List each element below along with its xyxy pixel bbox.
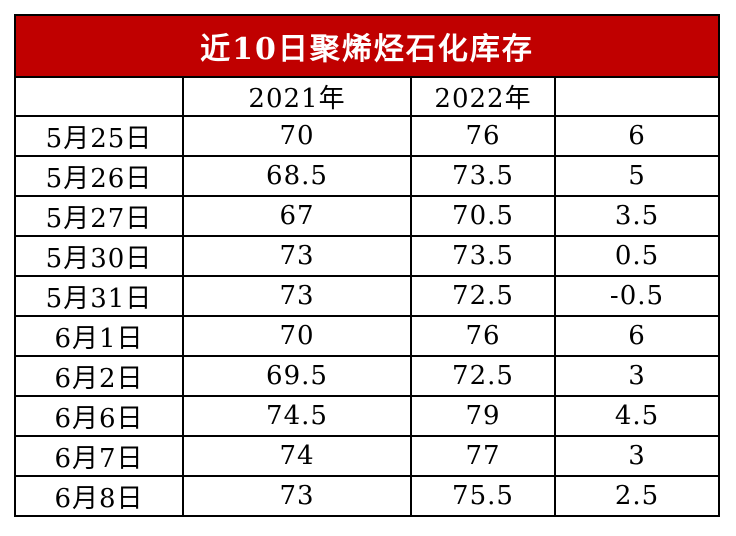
value-2022-cell: 72.5 <box>410 275 556 317</box>
value-2021-cell: 70 <box>182 115 412 157</box>
change-cell: 4.5 <box>554 395 720 437</box>
value-2022-cell: 79 <box>410 395 556 437</box>
header-cell-date <box>14 76 184 117</box>
value-2022-cell: 70.5 <box>410 195 556 237</box>
date-cell: 5月31日 <box>14 275 184 317</box>
value-2021-cell: 70 <box>182 315 412 357</box>
value-2022-cell: 73.5 <box>410 155 556 197</box>
table-row: 5月30日 73 73.5 0.5 <box>14 235 720 277</box>
change-cell: 6 <box>554 115 720 157</box>
date-cell: 5月26日 <box>14 155 184 197</box>
value-2022-cell: 76 <box>410 315 556 357</box>
date-cell: 6月1日 <box>14 315 184 357</box>
header-cell-2021: 2021年 <box>182 76 412 117</box>
table-title: 近10日聚烯烃石化库存 <box>14 14 720 78</box>
change-cell: 3 <box>554 435 720 477</box>
table-row: 6月2日 69.5 72.5 3 <box>14 355 720 397</box>
value-2021-cell: 73 <box>182 475 412 517</box>
value-2021-cell: 74 <box>182 435 412 477</box>
date-cell: 6月8日 <box>14 475 184 517</box>
date-cell: 5月27日 <box>14 195 184 237</box>
table-row: 5月31日 73 72.5 -0.5 <box>14 275 720 317</box>
table-row: 5月26日 68.5 73.5 5 <box>14 155 720 197</box>
header-cell-2022: 2022年 <box>410 76 556 117</box>
table-row: 6月1日 70 76 6 <box>14 315 720 357</box>
value-2021-cell: 68.5 <box>182 155 412 197</box>
value-2021-cell: 74.5 <box>182 395 412 437</box>
table-row: 6月7日 74 77 3 <box>14 435 720 477</box>
value-2021-cell: 73 <box>182 275 412 317</box>
value-2022-cell: 75.5 <box>410 475 556 517</box>
value-2022-cell: 72.5 <box>410 355 556 397</box>
table-row: 5月25日 70 76 6 <box>14 115 720 157</box>
value-2022-cell: 76 <box>410 115 556 157</box>
value-2022-cell: 73.5 <box>410 235 556 277</box>
inventory-table-container: 近10日聚烯烃石化库存 2021年 2022年 5月25日 70 76 6 5月26日 6… <box>14 14 720 517</box>
value-2021-cell: 73 <box>182 235 412 277</box>
change-cell: 3 <box>554 355 720 397</box>
date-cell: 5月30日 <box>14 235 184 277</box>
change-cell: 5 <box>554 155 720 197</box>
change-cell: 0.5 <box>554 235 720 277</box>
value-2021-cell: 67 <box>182 195 412 237</box>
change-cell: -0.5 <box>554 275 720 317</box>
table-row: 6月6日 74.5 79 4.5 <box>14 395 720 437</box>
change-cell: 6 <box>554 315 720 357</box>
value-2021-cell: 69.5 <box>182 355 412 397</box>
inventory-table: 近10日聚烯烃石化库存 2021年 2022年 5月25日 70 76 6 5月26日 6… <box>14 14 720 517</box>
table-title-row: 近10日聚烯烃石化库存 <box>14 14 720 78</box>
header-cell-change <box>554 76 720 117</box>
table-header-row: 2021年 2022年 <box>14 76 720 117</box>
date-cell: 6月7日 <box>14 435 184 477</box>
change-cell: 3.5 <box>554 195 720 237</box>
value-2022-cell: 77 <box>410 435 556 477</box>
table-row: 6月8日 73 75.5 2.5 <box>14 475 720 517</box>
date-cell: 6月6日 <box>14 395 184 437</box>
date-cell: 6月2日 <box>14 355 184 397</box>
date-cell: 5月25日 <box>14 115 184 157</box>
table-row: 5月27日 67 70.5 3.5 <box>14 195 720 237</box>
change-cell: 2.5 <box>554 475 720 517</box>
